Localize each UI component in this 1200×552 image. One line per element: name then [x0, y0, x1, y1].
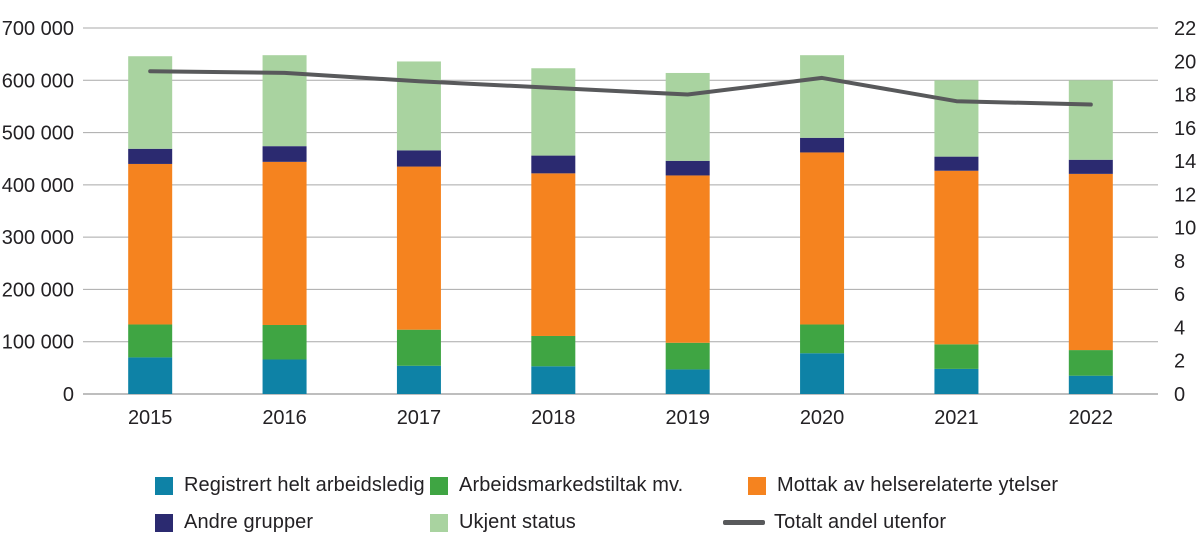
bar-segment: [262, 324, 307, 360]
bar-segment: [396, 365, 441, 394]
category-label: 2019: [665, 407, 710, 429]
right-axis-tick-label: 16: [1174, 118, 1196, 140]
bar-segment: [262, 161, 307, 325]
category-label: 2021: [934, 407, 979, 429]
right-axis-tick-label: 4: [1174, 317, 1185, 339]
left-axis-tick-label: 100 000: [2, 332, 74, 354]
total-line: [148, 69, 1093, 107]
bar-segment: [800, 152, 845, 325]
bar-segment: [665, 160, 710, 176]
bar-segment: [934, 368, 979, 394]
category-label: 2015: [128, 407, 173, 429]
left-axis-tick-label: 500 000: [2, 123, 74, 145]
bar-segment: [396, 329, 441, 366]
left-axis-tick-label: 300 000: [2, 227, 74, 249]
bar-segment: [128, 163, 173, 325]
right-axis-tick-label: 20: [1174, 51, 1196, 73]
bar-segment: [934, 156, 979, 171]
bar-segment: [1068, 159, 1113, 174]
right-axis-tick-label: 12: [1174, 184, 1196, 206]
bar-segment: [1068, 173, 1113, 351]
right-axis-tick-label: 2: [1174, 351, 1185, 373]
bar-segment: [262, 359, 307, 394]
bar-segment: [665, 175, 710, 343]
category-label: 2018: [531, 407, 576, 429]
category-label: 2016: [262, 407, 307, 429]
bar-segment: [396, 166, 441, 330]
bar-segment: [934, 80, 979, 157]
bar-segment: [396, 150, 441, 167]
right-axis-tick-label: 8: [1174, 251, 1185, 273]
bar-segment: [531, 173, 576, 336]
bar-segment: [800, 55, 845, 138]
bar-segment: [396, 61, 441, 151]
bar-segment: [531, 68, 576, 156]
left-axis-tick-label: 700 000: [2, 18, 74, 40]
right-axis-tick-label: 6: [1174, 284, 1185, 306]
category-label: 2017: [397, 407, 442, 429]
category-label: 2022: [1069, 407, 1114, 429]
bar-segment: [531, 335, 576, 367]
left-axis-tick-label: 0: [63, 384, 74, 406]
right-axis-tick-label: 22: [1174, 18, 1196, 40]
right-axis-tick-label: 14: [1174, 151, 1196, 173]
bar-segment: [934, 170, 979, 345]
right-axis-tick-label: 0: [1174, 384, 1185, 406]
bar-segment: [531, 155, 576, 174]
bar-segment: [800, 353, 845, 394]
bar-segment: [665, 72, 710, 161]
right-axis-tick-label: 10: [1174, 218, 1196, 240]
bar-segment: [128, 324, 173, 358]
bar-segment: [531, 366, 576, 394]
bar-segment: [1068, 350, 1113, 376]
bar-segment: [800, 137, 845, 153]
bar-segment: [934, 344, 979, 369]
left-axis-tick-label: 200 000: [2, 279, 74, 301]
left-axis-tick-label: 600 000: [2, 70, 74, 92]
category-label: 2020: [800, 407, 845, 429]
bar-segment: [1068, 375, 1113, 394]
bar-segment: [665, 369, 710, 394]
bar-segment: [262, 146, 307, 162]
bar-segment: [1068, 80, 1113, 160]
left-axis-tick-label: 400 000: [2, 175, 74, 197]
bar-segment: [800, 324, 845, 354]
bar-segment: [665, 342, 710, 370]
bar-segment: [262, 55, 307, 147]
bar-segment: [128, 148, 173, 164]
bar-segment: [128, 357, 173, 394]
right-axis-tick-label: 18: [1174, 85, 1196, 107]
